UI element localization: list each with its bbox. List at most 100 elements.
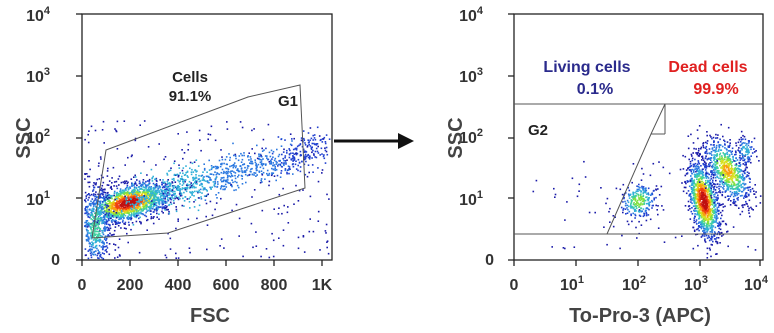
density-point bbox=[695, 207, 698, 210]
density-point bbox=[292, 165, 295, 168]
density-point bbox=[716, 236, 718, 239]
density-point bbox=[712, 204, 714, 206]
density-point bbox=[233, 189, 235, 192]
density-point bbox=[706, 214, 708, 217]
density-point bbox=[696, 188, 699, 190]
density-point bbox=[724, 170, 727, 173]
density-point bbox=[696, 181, 699, 184]
density-point bbox=[730, 178, 733, 181]
density-point bbox=[261, 155, 263, 158]
density-point bbox=[199, 188, 202, 191]
density-point bbox=[102, 216, 105, 219]
density-point bbox=[737, 172, 739, 175]
density-point bbox=[233, 165, 235, 167]
density-point bbox=[704, 173, 707, 176]
density-point bbox=[196, 190, 198, 193]
density-point bbox=[142, 191, 145, 193]
density-point bbox=[158, 185, 161, 187]
density-point bbox=[292, 155, 294, 158]
density-point bbox=[93, 217, 95, 220]
density-point bbox=[718, 224, 721, 226]
density-point bbox=[144, 198, 146, 200]
density-point bbox=[173, 185, 176, 187]
density-point bbox=[238, 217, 241, 220]
density-point bbox=[630, 206, 632, 208]
density-point bbox=[206, 194, 208, 197]
density-point bbox=[730, 171, 732, 174]
density-point bbox=[165, 206, 168, 209]
density-point bbox=[622, 209, 624, 211]
density-point bbox=[699, 195, 701, 197]
density-point bbox=[235, 165, 237, 167]
density-point bbox=[116, 256, 119, 258]
density-point bbox=[186, 175, 189, 177]
density-point bbox=[113, 233, 115, 236]
density-point bbox=[696, 228, 698, 231]
density-point bbox=[179, 191, 181, 193]
density-point bbox=[713, 185, 716, 188]
density-point bbox=[640, 224, 643, 226]
density-point bbox=[697, 183, 699, 185]
density-point bbox=[726, 173, 729, 176]
density-point bbox=[623, 197, 625, 200]
density-point bbox=[709, 193, 711, 196]
density-point bbox=[163, 201, 165, 204]
density-point bbox=[185, 165, 187, 167]
density-point bbox=[217, 192, 220, 194]
density-point bbox=[727, 186, 730, 188]
density-point bbox=[694, 194, 696, 197]
density-point bbox=[642, 189, 645, 192]
density-point bbox=[89, 214, 92, 216]
density-point bbox=[697, 137, 699, 140]
density-point bbox=[96, 212, 99, 214]
density-point bbox=[115, 210, 117, 213]
density-point bbox=[710, 151, 713, 153]
density-point bbox=[642, 199, 645, 201]
density-point bbox=[651, 200, 654, 203]
density-point bbox=[225, 156, 228, 158]
density-point bbox=[108, 253, 111, 256]
density-point bbox=[106, 204, 108, 207]
density-point bbox=[710, 237, 712, 240]
density-point bbox=[138, 212, 140, 214]
density-point bbox=[103, 191, 105, 193]
density-point bbox=[92, 190, 94, 192]
density-point bbox=[92, 242, 95, 245]
density-point bbox=[706, 229, 709, 232]
density-point bbox=[113, 190, 116, 193]
density-point bbox=[129, 196, 131, 199]
density-point bbox=[226, 167, 228, 170]
density-point bbox=[710, 159, 712, 161]
density-point bbox=[237, 159, 240, 162]
density-point bbox=[189, 251, 191, 254]
density-point bbox=[641, 196, 643, 198]
density-point bbox=[113, 185, 115, 187]
y-axis-label-1: SSC bbox=[13, 117, 35, 158]
density-point bbox=[103, 216, 106, 219]
density-point bbox=[152, 206, 154, 208]
density-point bbox=[274, 167, 277, 170]
density-point bbox=[142, 203, 144, 205]
plot-frame-1 bbox=[81, 13, 333, 261]
density-point bbox=[750, 206, 752, 209]
density-point bbox=[733, 175, 735, 177]
density-point bbox=[328, 138, 331, 140]
density-point bbox=[633, 196, 635, 199]
density-point bbox=[161, 210, 163, 213]
density-point bbox=[722, 188, 725, 190]
density-point bbox=[184, 187, 187, 189]
density-point bbox=[266, 174, 269, 177]
density-point bbox=[104, 215, 106, 217]
density-point bbox=[710, 196, 713, 199]
density-point bbox=[708, 215, 710, 218]
density-point bbox=[697, 160, 700, 162]
density-point bbox=[292, 173, 294, 175]
density-point bbox=[736, 159, 739, 161]
density-point bbox=[228, 175, 231, 177]
density-point bbox=[153, 184, 156, 186]
density-point bbox=[190, 182, 192, 184]
density-point bbox=[719, 191, 722, 194]
density-point bbox=[237, 176, 239, 178]
density-point bbox=[193, 186, 196, 189]
density-point bbox=[222, 172, 225, 175]
